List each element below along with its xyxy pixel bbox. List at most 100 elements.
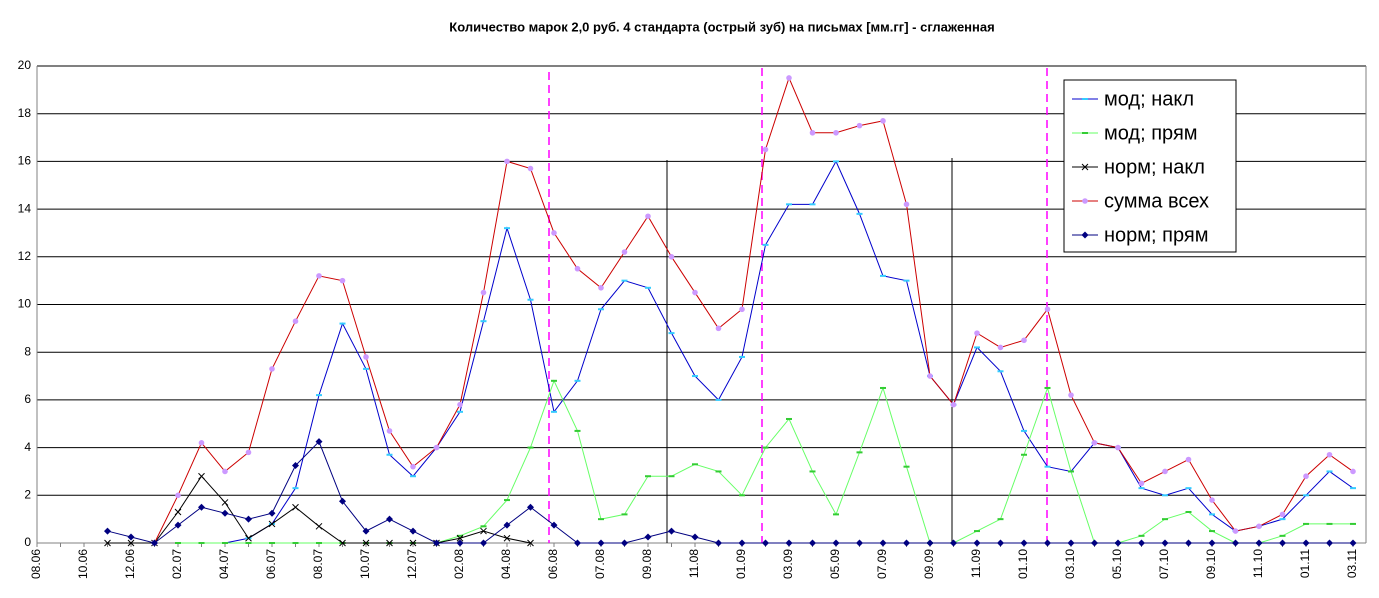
point [315, 438, 323, 446]
point [715, 539, 722, 547]
point [879, 539, 887, 547]
point [198, 440, 205, 446]
point [1068, 392, 1074, 398]
point [269, 366, 275, 372]
x-tick-label: 07.09 [875, 549, 889, 579]
point [1208, 539, 1216, 547]
point [762, 539, 769, 547]
x-tick-label: 11.08 [687, 549, 701, 578]
point [856, 212, 863, 215]
point [1138, 480, 1145, 487]
point [1209, 530, 1215, 533]
legend-box [1063, 79, 1237, 253]
legend-label: мод; прям [1104, 122, 1198, 144]
point [1044, 465, 1051, 468]
point [527, 165, 534, 172]
point [668, 332, 675, 335]
point [856, 539, 863, 547]
legend: мод; накл мод; прям норм; накл сумма всех но… [1063, 79, 1237, 253]
point [644, 533, 652, 541]
point [833, 513, 839, 516]
point [457, 534, 463, 537]
point [1303, 473, 1309, 480]
point [504, 499, 510, 502]
point [503, 521, 511, 529]
point [1303, 522, 1309, 525]
point [551, 230, 557, 236]
point [480, 527, 487, 535]
x-tick-label: 08.06 [29, 549, 43, 579]
point [621, 539, 628, 547]
legend-marker [1082, 132, 1088, 134]
point [1232, 539, 1239, 547]
point [1279, 534, 1286, 537]
point [1021, 337, 1027, 344]
point [973, 539, 981, 547]
point [1091, 539, 1098, 547]
point [1255, 539, 1263, 547]
point [480, 525, 487, 528]
point [245, 449, 252, 456]
legend-marker [1081, 231, 1089, 239]
x-tick-label: 11.10 [1251, 549, 1265, 578]
point [221, 499, 229, 506]
point [104, 527, 111, 535]
point [1162, 468, 1168, 475]
point [715, 398, 722, 401]
point [1185, 487, 1192, 490]
point [504, 158, 510, 165]
point [550, 521, 558, 529]
point [315, 522, 323, 530]
point [292, 318, 299, 324]
point [527, 539, 534, 547]
point [457, 401, 463, 408]
point [786, 203, 792, 206]
y-tick-label: 16 [18, 154, 32, 168]
y-tick-label: 18 [18, 106, 32, 120]
point [268, 520, 276, 528]
point [127, 539, 135, 547]
point [1021, 453, 1027, 456]
point [1209, 513, 1215, 516]
point [1044, 539, 1051, 547]
point [786, 75, 792, 81]
point [527, 298, 534, 301]
point [739, 494, 745, 497]
x-tick-label: 09.09 [922, 549, 936, 579]
point [1091, 440, 1098, 446]
x-tick-label: 05.10 [1110, 549, 1124, 579]
x-tick-label: 06.07 [264, 549, 278, 579]
point [198, 472, 205, 480]
point [1138, 487, 1145, 490]
point [1326, 451, 1333, 458]
point [1303, 494, 1309, 497]
y-tick-label: 8 [24, 344, 31, 358]
point [856, 451, 863, 454]
point [997, 518, 1004, 521]
x-tick-label: 02.08 [452, 549, 466, 579]
point [245, 534, 252, 542]
point [1350, 522, 1356, 525]
point [456, 539, 464, 547]
point [621, 249, 628, 255]
point [621, 513, 628, 516]
point [480, 539, 487, 547]
point [691, 533, 699, 541]
y-tick-label: 6 [24, 392, 31, 406]
point [410, 475, 416, 478]
legend-marker [1082, 98, 1088, 100]
legend-label: мод; накл [1104, 88, 1194, 110]
point [386, 515, 393, 523]
point [997, 370, 1004, 373]
x-tick-label: 01.10 [1016, 549, 1030, 579]
point [1326, 470, 1333, 473]
x-tick-label: 09.10 [1204, 549, 1218, 579]
point [551, 379, 557, 382]
point [245, 542, 252, 544]
y-tick-label: 20 [18, 58, 32, 72]
point [222, 542, 228, 544]
point [127, 533, 135, 541]
point [551, 410, 557, 413]
y-tick-label: 4 [24, 440, 31, 454]
point [386, 539, 393, 547]
